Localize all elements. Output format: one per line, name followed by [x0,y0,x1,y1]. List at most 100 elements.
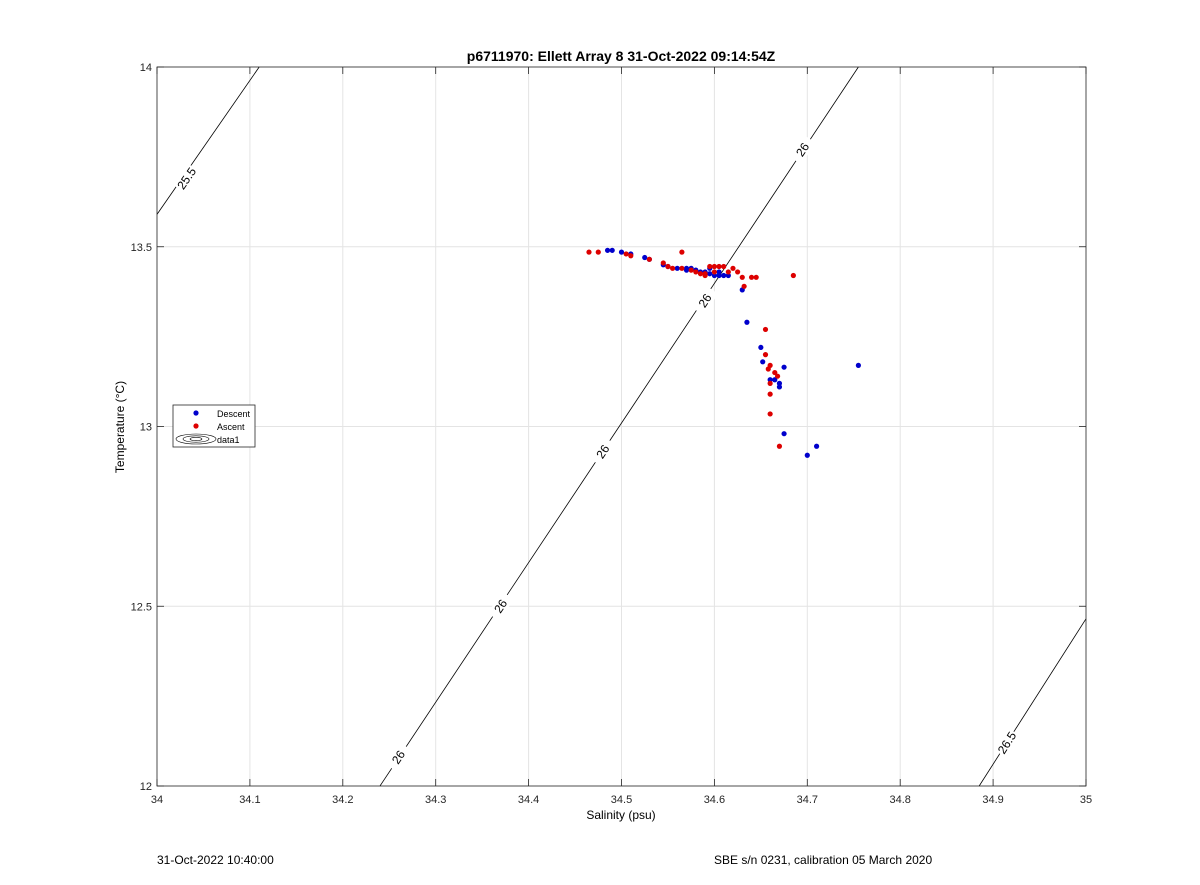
chart-title: p6711970: Ellett Array 8 31-Oct-2022 09:… [467,48,776,64]
x-tick-label: 35 [1080,794,1092,806]
descent-point [776,380,783,386]
ascent-point [767,380,773,386]
descent-point [767,377,773,383]
ascent-point [725,269,731,275]
isopycnal-label-bg [385,742,412,772]
ascent-point [646,256,652,262]
ascent-point [774,373,781,379]
descent-point [716,272,722,279]
legend-contour-label: data1 [217,435,240,445]
ascent-point [595,249,601,255]
legend-box [172,404,256,448]
descent-point [781,364,787,370]
ascent-point [767,362,773,368]
ascent-point [623,251,629,257]
y-tick-label: 12 [140,781,152,793]
isopycnal-label-bg [487,591,514,621]
descent-point [609,247,615,253]
isopycnal-label-bg [789,134,816,165]
legend-ascent-marker [193,423,199,429]
ascent-point [716,263,722,270]
ascent-point [665,263,671,270]
descent-point [642,254,648,261]
x-axis-label: Salinity (psu) [586,808,655,822]
x-tick-label: 34.2 [332,794,353,806]
x-tick-label: 34 [151,794,163,806]
ascent-point [767,411,773,417]
x-tick-label: 34.1 [239,794,260,806]
descent-point [683,267,690,273]
y-tick-label: 14 [140,62,152,74]
x-tick-label: 34.5 [611,794,632,806]
descent-point [772,377,778,383]
ascent-point [660,260,666,266]
descent-point [711,272,718,279]
ascent-point [748,274,755,280]
descent-point [725,272,731,279]
descent-point [855,362,861,368]
footer-calibration: SBE s/n 0231, calibration 05 March 2020 [714,853,933,867]
y-tick-label: 13 [140,422,152,434]
y-tick-labels: 12 12.5 13 13.5 14 [131,62,152,793]
footer-timestamp: 31-Oct-2022 10:40:00 [157,853,274,867]
axis-ticks [156,66,1087,787]
descent-point [707,271,713,277]
x-tick-label: 34.9 [982,794,1003,806]
descent-point [781,431,787,437]
ascent-point [767,391,773,397]
ascent-point [697,271,704,277]
ascent-point [688,267,694,273]
x-tick-label: 34.8 [889,794,910,806]
y-tick-label: 12.5 [131,601,152,613]
legend-descent-marker [193,410,199,416]
x-tick-label: 34.3 [425,794,446,806]
descent-point [604,247,611,253]
ascent-point [628,253,634,259]
ascent-point [693,269,699,275]
isopycnal-line [379,66,859,787]
ascent-point [707,263,713,270]
descent-point [813,443,820,449]
ascent-point [669,265,676,271]
ascent-point [776,443,783,449]
ascent-point [679,249,685,255]
ascent-point [741,283,747,289]
ascent-point [730,265,736,271]
descent-point [758,344,764,351]
isopycnal-label-bg [994,728,1020,758]
descent-point [804,452,810,458]
ascent-point [735,269,741,275]
ascent-point [762,352,769,358]
descent-point [760,359,766,365]
ascent-point [762,326,769,333]
ascent-point [772,369,778,376]
x-tick-label: 34.4 [518,794,539,806]
legend[interactable]: Descent Ascent data1 [172,404,256,448]
isopycnal-label-bg [692,285,719,316]
ascent-point [721,263,727,270]
descent-point [618,249,625,255]
legend-ascent-label: Ascent [217,422,245,432]
isopycnal-line [156,66,260,215]
ascent-point [739,274,745,280]
ascent-point [702,271,708,277]
x-tick-label: 34.7 [797,794,818,806]
legend-contour-icon [175,433,217,445]
y-axis-label: Temperature (°C) [113,381,127,473]
descent-point [674,265,680,271]
ascent-point [679,265,685,271]
ascent-point [711,269,718,275]
descent-point [716,269,722,275]
isopycnal-label-bg [589,436,616,467]
x-tick-label: 34.6 [704,794,725,806]
ascent-point [790,272,796,279]
isopycnal-line [978,618,1087,787]
data-points [586,247,861,458]
y-tick-label: 13.5 [131,242,152,254]
legend-descent-label: Descent [217,409,251,419]
ascent-point [711,263,718,270]
ascent-point [586,249,592,255]
descent-point [776,384,783,390]
